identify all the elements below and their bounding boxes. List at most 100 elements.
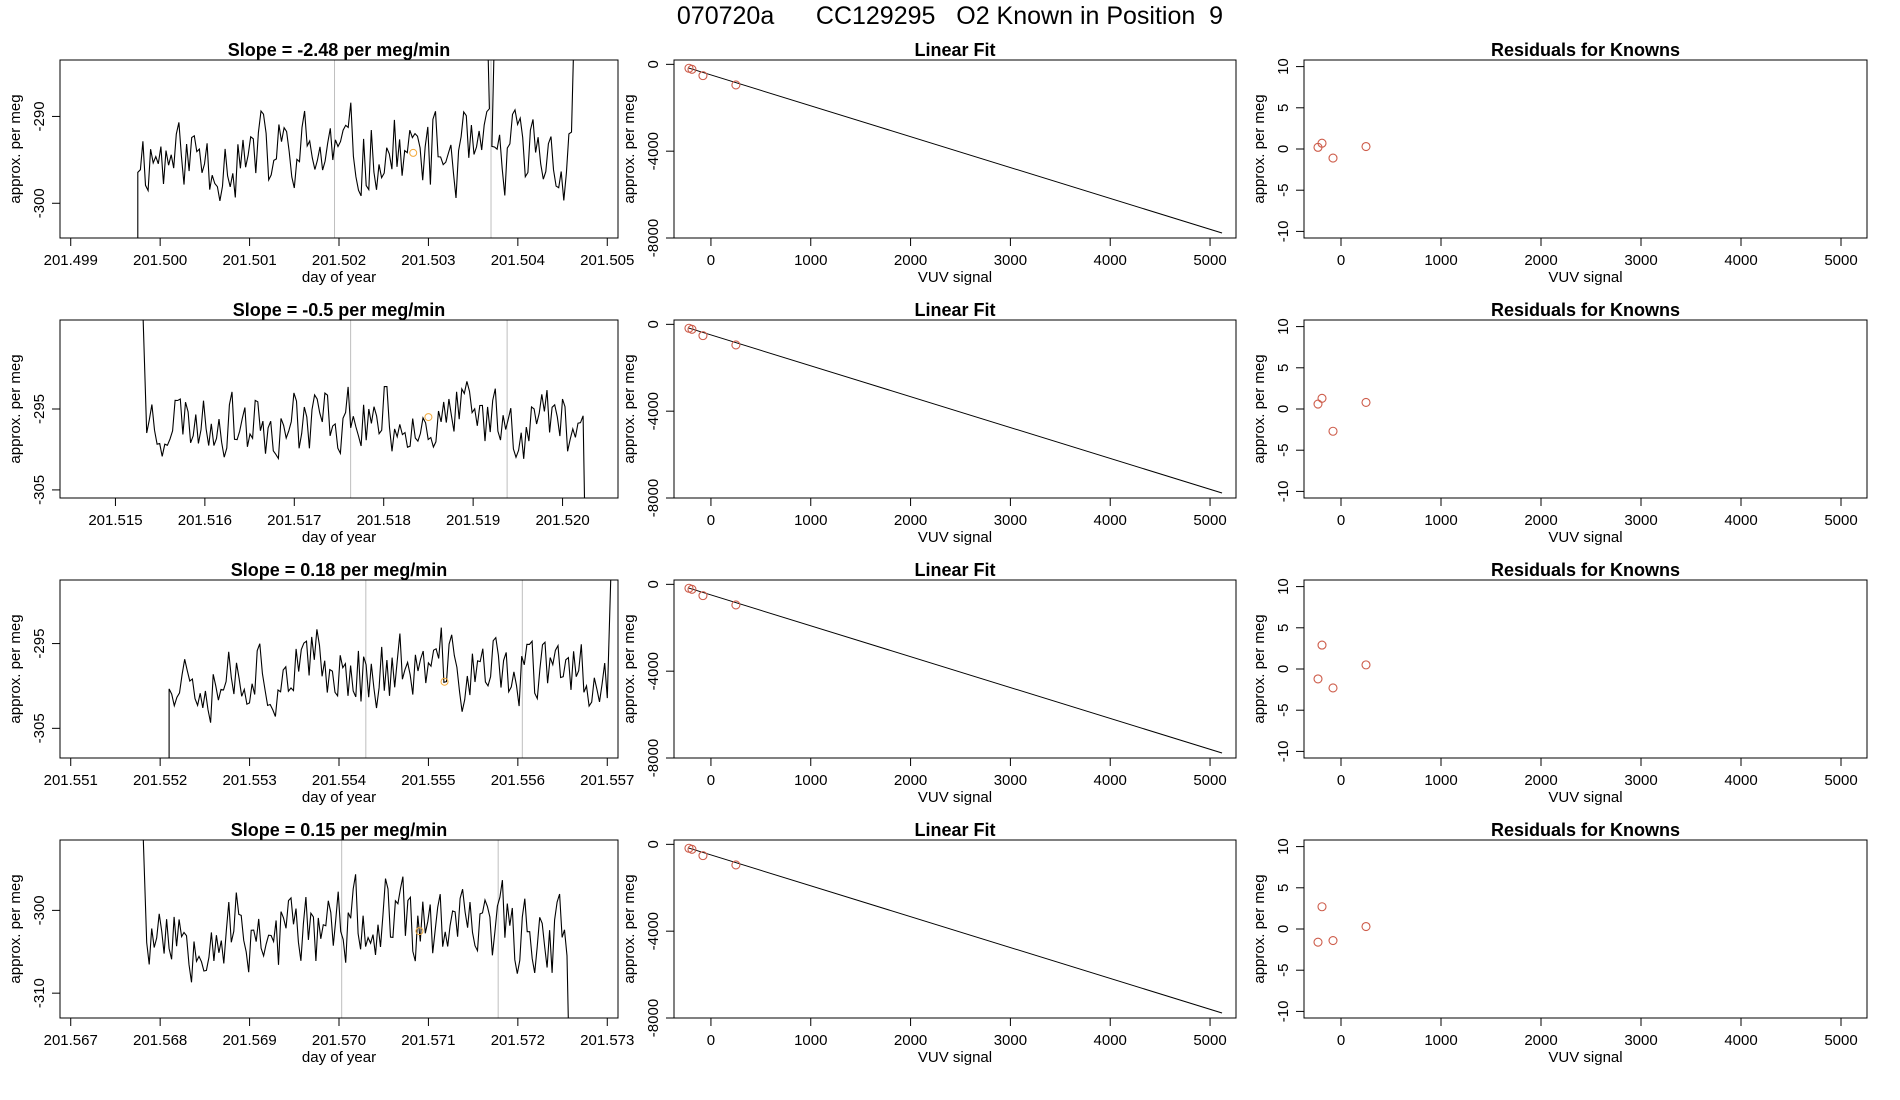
unknown-sample-point xyxy=(424,413,433,422)
y-tick-label: -310 xyxy=(31,978,48,1008)
x-tick-label: 4000 xyxy=(1094,512,1127,529)
panel-title: Linear Fit xyxy=(914,40,995,60)
data-point xyxy=(1313,399,1323,409)
panel-title: Slope = -0.5 per meg/min xyxy=(233,300,446,320)
y-tick-label: 0 xyxy=(645,580,662,588)
x-axis-label: VUV signal xyxy=(918,1049,992,1066)
x-tick-label: 201.501 xyxy=(222,252,276,269)
chart-panel-linear-fit-row-2: Linear Fit 0 1000 2000 3000 4000 5000 0 -4000 -80… xyxy=(621,300,1237,546)
data-point xyxy=(687,844,697,854)
y-tick-label: -305 xyxy=(31,713,48,743)
x-tick-label: 3000 xyxy=(1624,512,1657,529)
x-tick-label: 2000 xyxy=(1524,1032,1557,1049)
x-axis-label: VUV signal xyxy=(1548,529,1622,546)
x-tick-label: 0 xyxy=(707,512,715,529)
panel-title: Slope = -2.48 per meg/min xyxy=(228,40,451,60)
x-tick-label: 201.570 xyxy=(312,1032,366,1049)
x-tick-label: 4000 xyxy=(1724,512,1757,529)
y-tick-label: -10 xyxy=(1275,1001,1292,1023)
data-trace xyxy=(168,580,612,758)
panel-title: Residuals for Knowns xyxy=(1491,40,1680,60)
x-tick-label: 4000 xyxy=(1094,1032,1127,1049)
y-tick-label: -5 xyxy=(1275,964,1292,977)
data-point xyxy=(731,340,741,350)
x-axis-label: VUV signal xyxy=(1548,789,1622,806)
y-tick-label: 0 xyxy=(645,840,662,848)
data-point xyxy=(1317,393,1327,403)
y-axis-label: approx. per meg xyxy=(1251,874,1268,983)
y-tick-label: -300 xyxy=(31,188,48,218)
chart-panel-residuals-row-1: Residuals for Knowns 0 1000 2000 3000 4000 500… xyxy=(1251,40,1868,286)
plot-area xyxy=(137,60,574,238)
x-tick-label: 1000 xyxy=(794,252,827,269)
x-tick-label: 4000 xyxy=(1094,252,1127,269)
x-tick-label: 2000 xyxy=(1524,772,1557,789)
chart-panel-linear-fit-row-1: Linear Fit 0 1000 2000 3000 4000 5000 0 -4000 -80… xyxy=(621,40,1237,286)
chart-panel-time-series-row-2: Slope = -0.5 per meg/min 201.515 201.516 20… xyxy=(7,300,619,546)
x-tick-label: 201.572 xyxy=(491,1032,545,1049)
y-axis-label: approx. per meg xyxy=(621,354,638,463)
data-trace xyxy=(137,60,574,238)
data-point xyxy=(1313,674,1323,684)
x-tick-label: 201.573 xyxy=(580,1032,634,1049)
y-tick-label: 5 xyxy=(1275,884,1292,892)
panel-title: Residuals for Knowns xyxy=(1491,820,1680,840)
y-tick-label: -295 xyxy=(31,394,48,424)
x-tick-label: 2000 xyxy=(1524,512,1557,529)
y-tick-label: -4000 xyxy=(645,912,662,950)
data-point xyxy=(1361,921,1371,932)
x-tick-label: 201.517 xyxy=(267,512,321,529)
x-tick-label: 5000 xyxy=(1193,252,1226,269)
data-point xyxy=(1313,937,1323,947)
plot-frame xyxy=(673,579,1237,759)
x-tick-label: 2000 xyxy=(894,252,927,269)
x-axis-label: day of year xyxy=(302,269,376,286)
plot-area xyxy=(684,583,1223,754)
y-tick-label: 0 xyxy=(1275,925,1292,933)
chart-panel-time-series-row-4: Slope = 0.15 per meg/min 201.567 201.568 20… xyxy=(7,820,634,1066)
data-point xyxy=(687,584,697,594)
plot-area xyxy=(1313,640,1371,693)
x-tick-label: 5000 xyxy=(1824,772,1857,789)
y-axis-label: approx. per meg xyxy=(1251,94,1268,203)
data-point xyxy=(1317,902,1327,912)
fit-line xyxy=(687,587,1223,754)
x-axis-label: day of year xyxy=(302,529,376,546)
x-tick-label: 201.555 xyxy=(401,772,455,789)
x-tick-label: 201.520 xyxy=(535,512,589,529)
y-tick-label: 0 xyxy=(1275,665,1292,673)
x-tick-label: 5000 xyxy=(1824,1032,1857,1049)
x-tick-label: 3000 xyxy=(1624,252,1657,269)
y-tick-label: -5 xyxy=(1275,704,1292,717)
x-axis-label: VUV signal xyxy=(1548,269,1622,286)
y-tick-label: 5 xyxy=(1275,624,1292,632)
plot-area xyxy=(1313,393,1371,436)
x-tick-label: 2000 xyxy=(894,772,927,789)
plot-frame xyxy=(1303,319,1868,499)
plot-area xyxy=(168,580,612,758)
data-point xyxy=(731,80,741,90)
x-tick-label: 201.556 xyxy=(491,772,545,789)
x-tick-label: 201.554 xyxy=(312,772,366,789)
panel-title: Slope = 0.15 per meg/min xyxy=(231,820,448,840)
x-tick-label: 2000 xyxy=(1524,252,1557,269)
x-tick-label: 201.552 xyxy=(133,772,187,789)
x-tick-label: 201.569 xyxy=(222,1032,276,1049)
fit-line xyxy=(687,67,1223,234)
y-axis-label: approx. per meg xyxy=(7,614,24,723)
plot-frame xyxy=(673,839,1237,1019)
x-tick-label: 201.557 xyxy=(580,772,634,789)
y-axis-label: approx. per meg xyxy=(621,874,638,983)
data-point xyxy=(687,64,697,74)
y-axis-label: approx. per meg xyxy=(7,94,24,203)
plot-frame xyxy=(59,59,619,239)
x-axis-label: VUV signal xyxy=(1548,1049,1622,1066)
x-tick-label: 4000 xyxy=(1724,772,1757,789)
panel-title: Linear Fit xyxy=(914,820,995,840)
chart-panel-residuals-row-2: Residuals for Knowns 0 1000 2000 3000 4000 500… xyxy=(1251,300,1868,546)
plot-area xyxy=(684,63,1223,234)
y-tick-label: 0 xyxy=(1275,145,1292,153)
x-tick-label: 201.567 xyxy=(44,1032,98,1049)
x-tick-label: 201.571 xyxy=(401,1032,455,1049)
x-tick-label: 201.499 xyxy=(44,252,98,269)
